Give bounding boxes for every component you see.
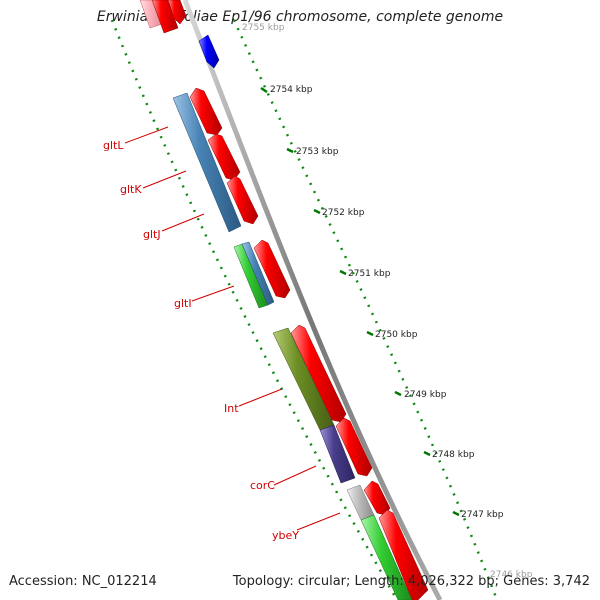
outer-dotted-track	[232, 19, 499, 600]
scale-label: 2747 kbp	[461, 510, 504, 520]
leader-line	[238, 388, 283, 407]
scale-tick	[394, 390, 402, 397]
scale-tick	[423, 450, 431, 457]
leader-line	[296, 512, 341, 531]
gene-green-ybeY	[360, 514, 413, 600]
scale-label: 2753 kbp	[296, 147, 339, 157]
scale-label: 2748 kbp	[432, 450, 475, 460]
scale-tick	[286, 147, 294, 154]
accession-text: Accession: NC_012214	[9, 574, 157, 589]
gene-red-partial	[151, 0, 179, 34]
gene-label: corC	[250, 479, 275, 492]
chromosome-backbone	[182, 0, 443, 600]
gene-red-1	[189, 87, 223, 136]
gene-label: gltK	[120, 183, 142, 196]
gene-label: ybeY	[272, 529, 299, 542]
gene-label: gltL	[103, 139, 124, 152]
scale-ticks	[260, 86, 460, 517]
gene-red-4	[253, 239, 291, 299]
leader-line	[161, 213, 205, 232]
gene-red-partial-arrow	[167, 0, 187, 25]
gene-red-8	[378, 509, 429, 600]
scale-label: 2755 kbp	[242, 23, 285, 33]
gene-red-7	[363, 480, 391, 516]
gene-label: gltJ	[143, 228, 161, 241]
topology-text: Topology: circular; Length: 4,026,322 bp…	[232, 574, 590, 589]
scale-tick	[260, 86, 268, 94]
scale-tick	[452, 510, 460, 517]
scale-label: 2751 kbp	[348, 269, 391, 279]
gene-label: gltI	[174, 297, 192, 310]
scale-tick	[366, 330, 374, 337]
gene-red-2	[207, 133, 241, 181]
scale-tick	[339, 269, 347, 276]
inner-dotted-track	[110, 19, 399, 600]
gene-labels: gltL gltK gltJ gltI Int corC ybeY	[103, 126, 341, 542]
scale-label: 2749 kbp	[404, 390, 447, 400]
gene-label: Int	[224, 402, 239, 415]
gene-steelblue-gltLKJ	[172, 92, 242, 233]
gene-red-5	[290, 324, 347, 423]
leader-line	[191, 285, 235, 302]
scale-label: 2750 kbp	[375, 330, 418, 340]
map-title: Erwinia pyrifoliae Ep1/96 chromosome, co…	[96, 9, 504, 25]
scale-label: 2754 kbp	[270, 85, 313, 95]
scale-labels: 2755 kbp 2754 kbp 2753 kbp 2752 kbp 2751…	[242, 23, 533, 580]
gene-slate-corC	[319, 424, 356, 484]
scale-label: 2746 kbp	[490, 570, 533, 580]
genomic-features	[139, 0, 429, 600]
gene-blue-arrow	[198, 34, 220, 69]
scale-label: 2752 kbp	[322, 208, 365, 218]
gene-red-3	[226, 175, 259, 225]
gene-red-6	[335, 417, 373, 477]
leader-line	[142, 170, 187, 189]
scale-tick	[313, 208, 321, 215]
leader-line	[124, 126, 169, 144]
gene-steelblue-small	[241, 241, 275, 306]
leader-line	[273, 465, 317, 486]
